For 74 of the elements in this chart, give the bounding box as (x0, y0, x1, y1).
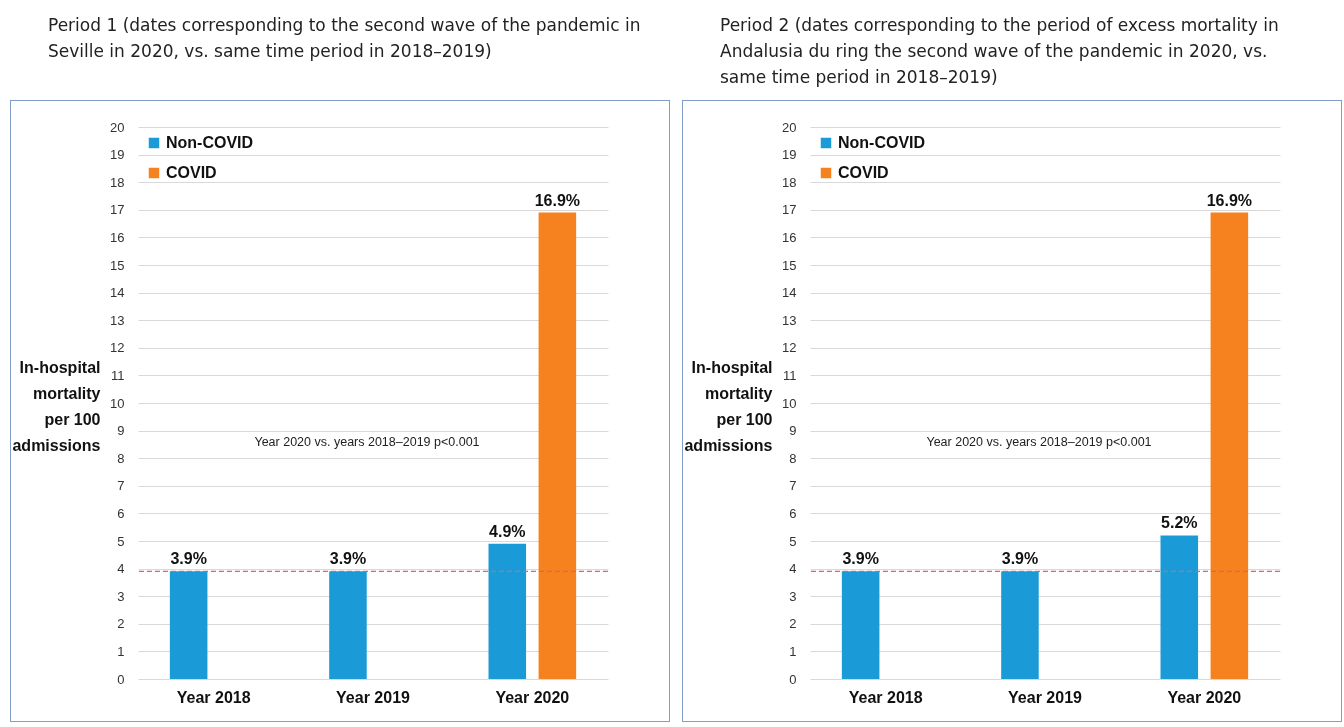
annotation: Year 2020 vs. years 2018–2019 p<0.001 (926, 434, 1152, 449)
y-tick-label: 10 (782, 395, 797, 411)
y-tick-label: 3 (117, 588, 125, 604)
y-tick-label: 0 (117, 671, 125, 687)
y-tick-label: 6 (117, 505, 125, 521)
y-tick-label: 16 (110, 229, 125, 245)
x-tick-label: Year 2020 (1167, 688, 1242, 706)
y-tick-label: 11 (111, 367, 125, 383)
x-tick-label: Year 2020 (495, 688, 570, 706)
y-tick-label: 0 (789, 671, 797, 687)
y-tick-label: 14 (782, 285, 797, 301)
y-tick-label: 17 (782, 202, 797, 218)
y-tick-label: 4 (789, 561, 797, 577)
y-tick-label: 20 (110, 119, 125, 135)
y-tick-label: 15 (782, 257, 797, 273)
data-label: 16.9% (1206, 191, 1253, 209)
y-axis-title: In-hospital mortality per 100 admissions (684, 358, 773, 454)
y-tick-label: 13 (110, 312, 125, 328)
y-tick-label: 14 (110, 285, 125, 301)
y-tick-label: 1 (117, 643, 125, 659)
bar (169, 571, 208, 679)
data-label: 3.9% (170, 550, 207, 568)
bar (488, 543, 527, 679)
x-tick-label: Year 2019 (336, 688, 411, 706)
bar (538, 212, 577, 679)
y-tick-label: 19 (782, 147, 797, 163)
y-tick-label: 19 (110, 147, 125, 163)
y-tick-label: 9 (117, 423, 125, 439)
y-tick-label: 3 (789, 588, 797, 604)
y-tick-label: 5 (117, 533, 125, 549)
legend-label: COVID (166, 164, 217, 181)
y-tick-label: 1 (789, 643, 797, 659)
y-tick-label: 4 (117, 561, 125, 577)
data-label: 4.9% (489, 522, 526, 540)
data-label: 3.9% (842, 550, 879, 568)
annotation: Year 2020 vs. years 2018–2019 p<0.001 (254, 434, 480, 449)
x-tick-label: Year 2018 (848, 688, 923, 706)
data-label: 3.9% (329, 550, 367, 568)
legend-label: COVID (838, 164, 889, 181)
y-tick-label: 20 (782, 119, 797, 135)
y-tick-label: 12 (110, 340, 125, 356)
data-label: 16.9% (534, 191, 581, 209)
y-tick-label: 11 (783, 367, 797, 383)
y-tick-label: 8 (789, 450, 797, 466)
y-tick-label: 5 (789, 533, 797, 549)
legend-label: Non-COVID (166, 134, 254, 151)
bar (1160, 535, 1199, 679)
y-tick-label: 2 (117, 616, 125, 632)
y-tick-label: 8 (117, 450, 125, 466)
y-tick-label: 7 (117, 478, 125, 494)
y-tick-label: 18 (110, 174, 125, 190)
data-label: 5.2% (1161, 514, 1198, 532)
y-tick-label: 7 (789, 478, 797, 494)
y-tick-label: 9 (789, 423, 797, 439)
bar (841, 571, 880, 679)
y-tick-label: 17 (110, 202, 125, 218)
bar (329, 571, 367, 679)
bar (1210, 212, 1249, 679)
y-tick-label: 18 (782, 174, 797, 190)
y-tick-label: 16 (782, 229, 797, 245)
y-axis-title: In-hospital mortality per 100 admissions (12, 358, 101, 454)
legend-label: Non-COVID (838, 134, 926, 151)
x-tick-label: Year 2018 (176, 688, 251, 706)
data-label: 3.9% (1001, 550, 1039, 568)
y-tick-label: 13 (782, 312, 797, 328)
y-tick-label: 6 (789, 505, 797, 521)
bar (1001, 571, 1039, 679)
y-tick-label: 15 (110, 257, 125, 273)
y-tick-label: 12 (782, 340, 797, 356)
chart-title: Period 1 (dates corresponding to the second wave of the pandemic in Seville in 2020, vs. same time period in 2018–2019) (47, 14, 642, 63)
y-tick-label: 2 (789, 616, 797, 632)
y-tick-label: 10 (110, 395, 125, 411)
chart-title: Period 2 (dates corresponding to the period of excess mortality in Andalusia du ring the second wave of the pandemic in 2020, vs. same time period in 2018–2019) (719, 14, 1280, 89)
x-tick-label: Year 2019 (1008, 688, 1083, 706)
